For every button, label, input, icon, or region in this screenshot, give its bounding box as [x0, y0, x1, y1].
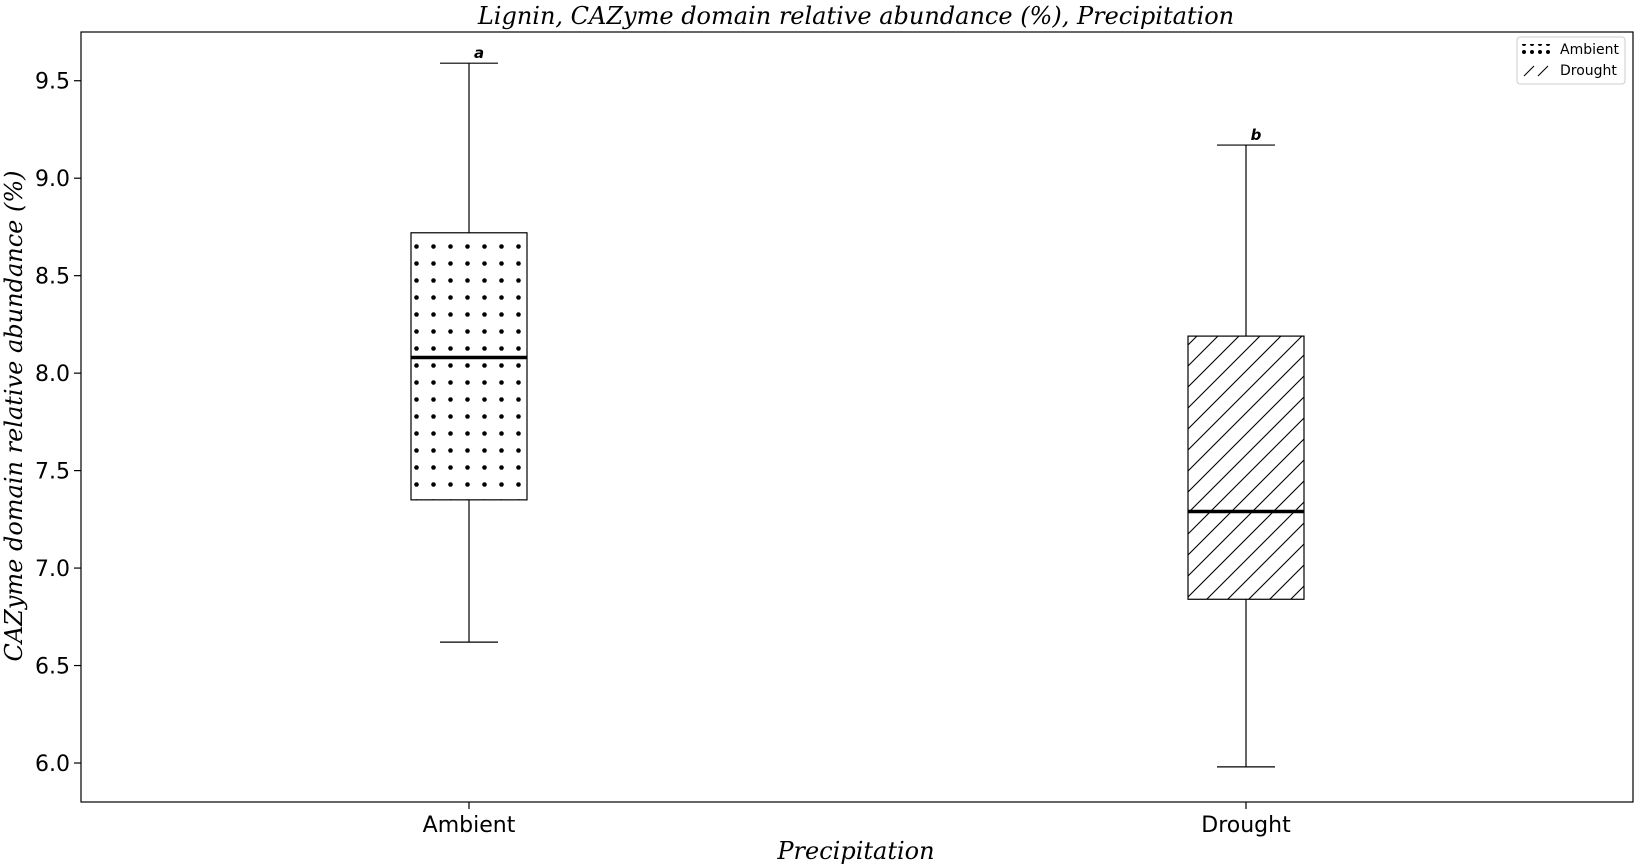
y-axis-label: CAZyme domain relative abundance (%) [0, 170, 28, 661]
plot-frame [80, 31, 1634, 803]
y-tick-label: 7.5 [35, 460, 70, 485]
boxes-layer: ab [410, 44, 1305, 768]
y-tick-label: 8.5 [35, 265, 70, 290]
y-tick-label: 6.0 [35, 752, 70, 777]
x-axis-label: Precipitation [776, 837, 934, 865]
y-tick-label: 8.0 [35, 362, 70, 387]
x-axis: Ambient Drought [423, 802, 1291, 838]
legend-label-ambient: Ambient [1560, 42, 1619, 58]
significance-label-ambient: a [474, 44, 484, 62]
box-ambient [410, 232, 528, 501]
significance-label-drought: b [1251, 126, 1262, 144]
legend: Ambient Drought [1516, 36, 1626, 85]
legend-swatch-ambient [1522, 44, 1552, 56]
y-tick-label: 9.5 [35, 70, 70, 95]
box-drought [1187, 335, 1305, 600]
y-tick-label: 9.0 [35, 167, 70, 192]
x-tick-label: Ambient [423, 813, 516, 838]
y-axis: 6.0 6.5 7.0 7.5 8.0 8.5 9.0 9.5 [35, 70, 81, 777]
x-tick-label: Drought [1201, 813, 1291, 838]
y-tick-label: 7.0 [35, 557, 70, 582]
chart-title: Lignin, CAZyme domain relative abundance… [477, 2, 1234, 30]
legend-swatch-drought [1523, 65, 1549, 77]
y-tick-label: 6.5 [35, 655, 70, 680]
legend-label-drought: Drought [1560, 63, 1617, 79]
